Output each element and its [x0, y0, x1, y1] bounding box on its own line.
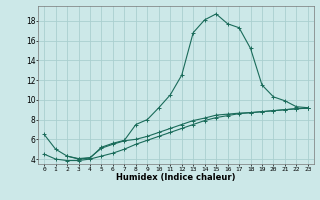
X-axis label: Humidex (Indice chaleur): Humidex (Indice chaleur) — [116, 173, 236, 182]
